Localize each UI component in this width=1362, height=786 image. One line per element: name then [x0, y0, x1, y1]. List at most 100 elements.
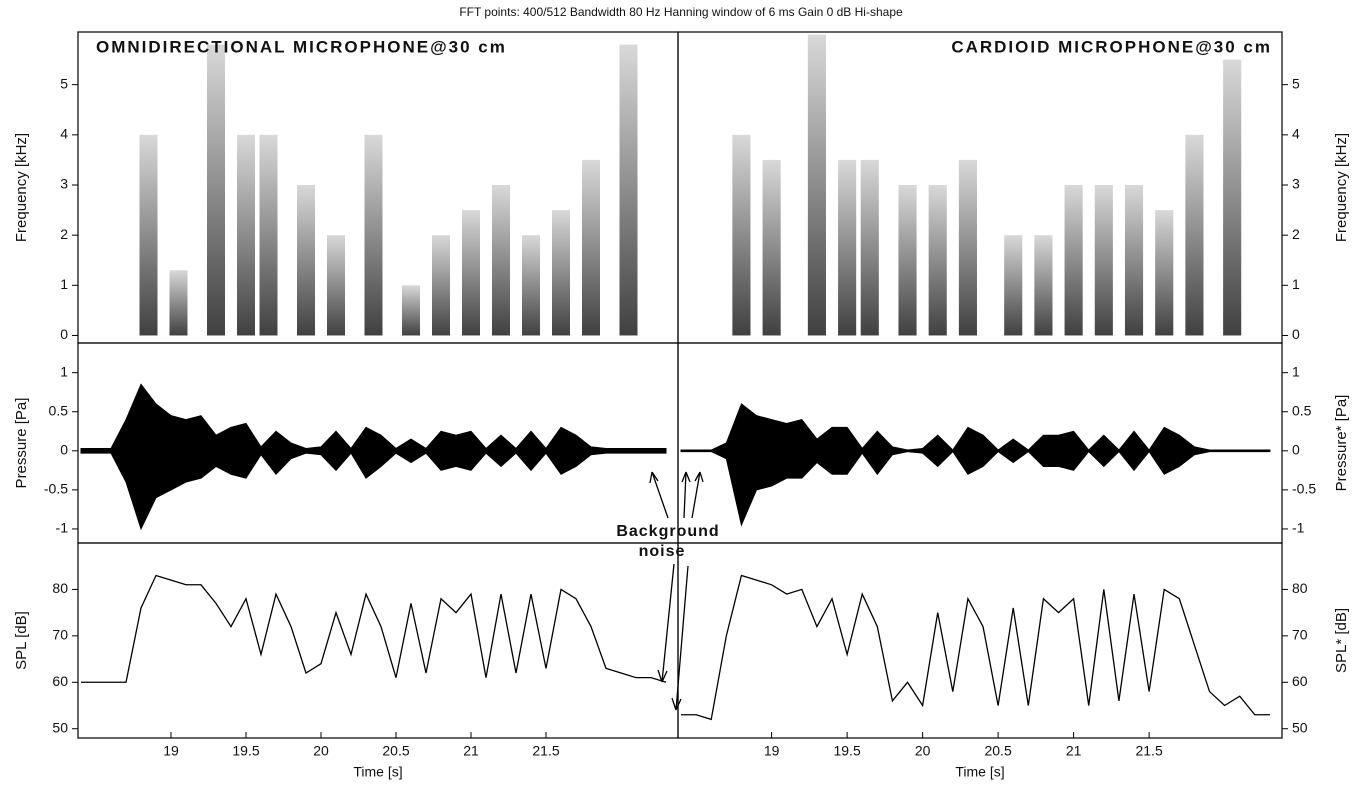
spectral-burst	[432, 235, 450, 336]
spectral-burst	[1004, 235, 1023, 336]
spectral-burst	[207, 44, 225, 336]
y-tick-label: 1	[1292, 363, 1300, 379]
x-axis-label: Time [s]	[955, 764, 1004, 780]
arrow	[671, 565, 689, 711]
y-tick-label: 70	[52, 627, 68, 643]
panel: 1 0.5 0 -0.5 -1 Pressure [Pa]	[13, 342, 679, 544]
x-tick-label: 20.5	[984, 743, 1011, 759]
y-tick-label: -1	[56, 520, 69, 536]
y-axis-label: SPL [dB]	[13, 611, 30, 670]
y-tick-label: 0.5	[49, 402, 69, 418]
y-tick-label: 60	[52, 673, 68, 689]
panel: OMNIDIRECTIONAL MICROPHONE@30 cm 0 1 2 3 4 5 Fr…	[13, 31, 679, 344]
x-tick-label: 20	[915, 743, 931, 759]
y-tick-label: 5	[60, 75, 68, 91]
annotation: Background noise	[616, 471, 719, 711]
spectral-burst	[522, 235, 540, 336]
panel-title: OMNIDIRECTIONAL MICROPHONE@30 cm	[96, 37, 507, 56]
y-tick-label: 0	[60, 442, 68, 458]
spectral-burst	[838, 159, 857, 336]
annotation-line: noise	[639, 543, 686, 560]
spectral-burst	[619, 44, 638, 336]
y-tick-label: 3	[60, 176, 68, 192]
waveform-envelope	[680, 403, 1271, 452]
y-tick-label: 4	[1292, 126, 1300, 142]
y-tick-label: 0	[1292, 326, 1300, 342]
spectral-burst	[732, 134, 751, 336]
x-tick-label: 21	[463, 743, 479, 759]
x-tick-label: 21.5	[1135, 743, 1162, 759]
spectral-burst	[169, 270, 188, 336]
spectral-burst	[1185, 134, 1204, 336]
spectral-burst	[1064, 184, 1083, 336]
spectral-burst	[958, 159, 977, 336]
panel-frame	[677, 542, 1283, 739]
panel-title: CARDIOID MICROPHONE@30 cm	[951, 37, 1272, 56]
spectral-burst	[462, 210, 480, 336]
y-tick-label: 0	[1292, 442, 1300, 458]
y-axis-label: Frequency [kHz]	[13, 133, 30, 242]
arrow	[649, 471, 669, 519]
x-tick-label: 21.5	[532, 743, 559, 759]
arrow	[691, 471, 704, 519]
y-tick-label: 1	[60, 276, 68, 292]
x-axis-label: Time [s]	[353, 764, 402, 780]
panel: 50 60 70 80 SPL* [dB] 19 19.5 20 20.5 21 21.5 Time …	[677, 542, 1350, 780]
y-axis-label: Pressure [Pa]	[13, 398, 30, 489]
y-axis-label: Frequency [kHz]	[1333, 133, 1350, 242]
spectral-burst	[1223, 59, 1242, 336]
x-tick-label: 19.5	[833, 743, 860, 759]
annotation-line: Background	[616, 523, 719, 540]
spectral-burst	[1094, 184, 1113, 336]
x-tick-label: 20	[313, 743, 329, 759]
waveform-envelope	[80, 383, 667, 452]
y-tick-label: 2	[1292, 226, 1300, 242]
spectral-burst	[898, 184, 917, 336]
y-tick-label: 70	[1292, 627, 1308, 643]
y-tick-label: -0.5	[44, 481, 68, 497]
y-axis-label: SPL* [dB]	[1333, 608, 1350, 673]
waveform-envelope	[680, 450, 1271, 527]
arrow	[681, 471, 691, 519]
y-tick-label: -0.5	[1292, 481, 1316, 497]
x-tick-label: 19.5	[232, 743, 259, 759]
y-tick-label: 80	[1292, 580, 1308, 596]
y-tick-label: 3	[1292, 176, 1300, 192]
y-tick-label: 1	[60, 363, 68, 379]
spectral-burst	[928, 184, 947, 336]
x-tick-label: 19	[163, 743, 179, 759]
spectral-burst	[582, 159, 600, 336]
y-tick-label: 60	[1292, 673, 1308, 689]
spectral-burst	[259, 134, 278, 336]
y-tick-label: -1	[1292, 520, 1305, 536]
spectral-burst	[1034, 235, 1053, 336]
spectral-burst	[762, 159, 781, 336]
y-tick-label: 0.5	[1292, 402, 1312, 418]
waveform-envelope	[80, 450, 667, 531]
spectral-burst	[807, 34, 826, 336]
x-tick-label: 21	[1066, 743, 1082, 759]
arrow	[657, 563, 675, 683]
spectral-burst	[860, 159, 879, 336]
spectral-burst	[297, 184, 315, 336]
spectral-burst	[1124, 184, 1144, 336]
panel: CARDIOID MICROPHONE@30 cm 0 1 2 3 4 5 Frequency…	[677, 31, 1350, 344]
y-axis-label: Pressure* [Pa]	[1333, 395, 1350, 492]
plots: OMNIDIRECTIONAL MICROPHONE@30 cm 0 1 2 3 4 5 Fr…	[13, 31, 1350, 780]
y-tick-label: 1	[1292, 276, 1300, 292]
x-tick-label: 19	[764, 743, 780, 759]
spectral-burst	[237, 134, 255, 336]
spectral-burst	[402, 285, 420, 336]
spl-line	[81, 574, 667, 683]
panel: 1 0.5 0 -0.5 -1 Pressure* [Pa]	[677, 342, 1350, 544]
y-tick-label: 50	[52, 719, 68, 735]
y-tick-label: 2	[60, 226, 68, 242]
y-tick-label: 50	[1292, 719, 1308, 735]
y-tick-label: 0	[60, 326, 68, 342]
y-tick-label: 4	[60, 126, 68, 142]
spectral-burst	[327, 235, 345, 336]
spl-line	[681, 574, 1270, 721]
x-tick-label: 20.5	[382, 743, 409, 759]
spectral-burst	[364, 134, 383, 336]
